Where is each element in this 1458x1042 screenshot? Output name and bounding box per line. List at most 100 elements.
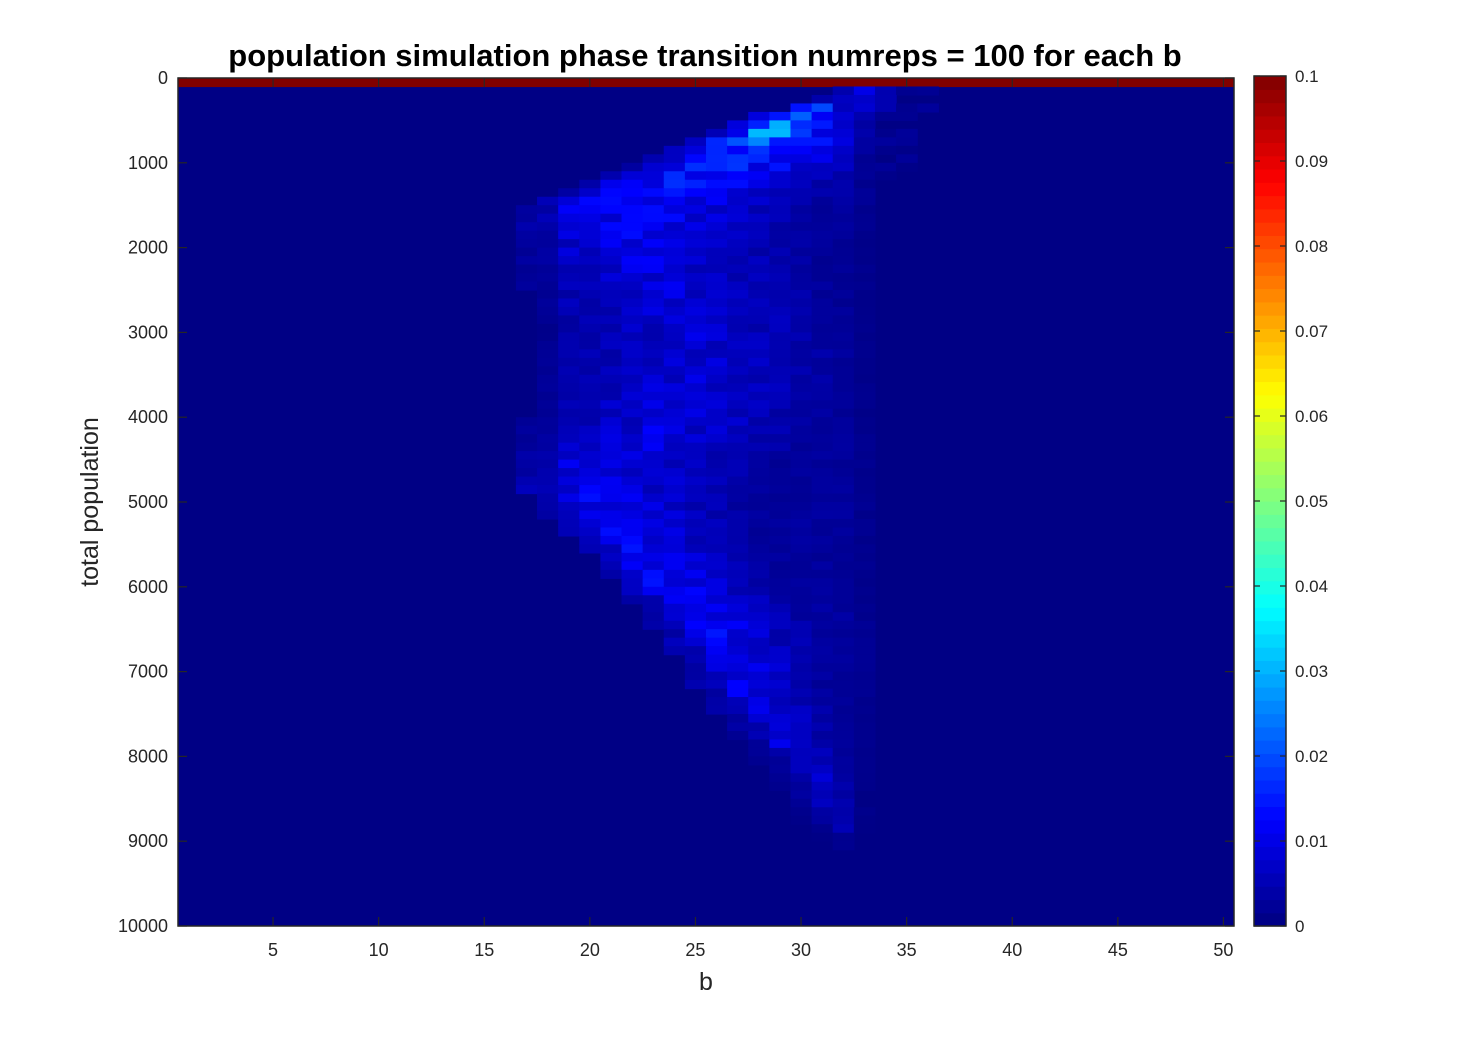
heatmap-cell xyxy=(811,281,834,291)
heatmap-cell xyxy=(642,620,665,630)
heatmap-cell xyxy=(663,544,686,554)
heatmap-cell xyxy=(853,815,876,825)
heatmap-cell xyxy=(769,145,792,155)
heatmap-cell xyxy=(811,222,834,232)
heatmap-cell xyxy=(621,476,644,486)
heatmap-cell xyxy=(811,154,834,164)
colorbar-gradient xyxy=(1254,76,1286,927)
heatmap-cell xyxy=(663,510,686,520)
heatmap-cell xyxy=(684,586,707,596)
heatmap-cell xyxy=(748,111,770,121)
heatmap-cell xyxy=(579,408,601,418)
heatmap-cell xyxy=(769,188,792,198)
heatmap-cell xyxy=(621,256,644,266)
heatmap-cell xyxy=(621,374,644,384)
heatmap-cell xyxy=(790,747,813,757)
heatmap-cell xyxy=(832,730,855,741)
heatmap-cell xyxy=(769,171,792,181)
heatmap-cell xyxy=(558,510,580,520)
heatmap-cell xyxy=(663,459,686,469)
heatmap-cell xyxy=(600,188,623,198)
heatmap-cell xyxy=(579,485,601,495)
heatmap-cell xyxy=(832,137,855,147)
heatmap-cell xyxy=(579,222,601,232)
colorbar-band xyxy=(1254,514,1286,529)
heatmap-cell xyxy=(769,739,792,749)
heatmap-cell xyxy=(811,578,834,588)
heatmap-cell xyxy=(790,493,813,503)
heatmap-cell xyxy=(727,391,749,401)
heatmap-cell xyxy=(684,544,707,554)
heatmap-cell xyxy=(748,476,770,486)
heatmap-cell xyxy=(769,620,792,630)
heatmap-cell xyxy=(579,281,601,291)
heatmap-cell xyxy=(853,493,876,503)
heatmap-cell xyxy=(853,781,876,791)
heatmap-cell xyxy=(853,230,876,240)
colorbar-band xyxy=(1254,434,1286,449)
heatmap-cell xyxy=(600,510,623,520)
x-tick-label: 50 xyxy=(1213,940,1233,960)
heatmap-cell xyxy=(558,391,580,401)
heatmap-cell xyxy=(790,620,813,630)
heatmap-cell xyxy=(832,332,855,342)
heatmap-cell xyxy=(853,290,876,300)
heatmap-cell xyxy=(832,230,855,240)
colorbar-tick-label: 0.05 xyxy=(1295,492,1328,511)
heatmap-cell xyxy=(558,332,580,342)
heatmap-cell xyxy=(621,239,644,249)
heatmap-cell xyxy=(600,561,623,571)
heatmap-cell xyxy=(706,586,728,596)
heatmap-cell xyxy=(600,205,623,215)
heatmap-cell xyxy=(537,332,559,342)
heatmap-cell xyxy=(790,425,813,435)
heatmap-cell xyxy=(811,425,834,435)
colorbar-band xyxy=(1254,208,1286,223)
heatmap-cell xyxy=(811,357,834,367)
heatmap-cell xyxy=(853,510,876,520)
heatmap-cell xyxy=(748,459,770,469)
chart-title: population simulation phase transition n… xyxy=(228,38,1181,73)
heatmap-cell xyxy=(727,595,749,605)
heatmap-cell xyxy=(600,332,623,342)
colorbar-band xyxy=(1254,89,1286,104)
heatmap-cell xyxy=(558,374,580,384)
heatmap-cell xyxy=(832,196,855,206)
heatmap-cell xyxy=(790,154,813,164)
heatmap-cell xyxy=(727,629,749,639)
heatmap-cell xyxy=(832,756,855,766)
heatmap-cell xyxy=(684,213,707,223)
heatmap-cell xyxy=(727,485,749,495)
heatmap-cell xyxy=(769,680,792,690)
heatmap-cell xyxy=(621,510,644,520)
heatmap-cell xyxy=(790,764,813,774)
heatmap-cell xyxy=(600,442,623,452)
heatmap-cell xyxy=(727,688,749,698)
heatmap-cell xyxy=(727,188,749,198)
colorbar-band xyxy=(1254,859,1286,874)
heatmap-cell xyxy=(684,654,707,664)
heatmap-cell xyxy=(790,535,813,545)
heatmap-cell xyxy=(706,476,728,486)
heatmap-cell xyxy=(727,451,749,461)
heatmap-cell xyxy=(515,459,538,469)
heatmap-cell xyxy=(621,264,644,274)
heatmap-cell xyxy=(832,459,855,469)
heatmap-cell xyxy=(621,222,644,232)
heatmap-cell xyxy=(642,264,665,274)
heatmap-cell xyxy=(853,400,876,410)
heatmap-cell xyxy=(748,128,770,138)
heatmap-cell xyxy=(853,162,876,172)
heatmap-cell xyxy=(579,332,601,342)
heatmap-cell xyxy=(600,502,623,512)
heatmap-cell xyxy=(684,332,707,342)
heatmap-cell xyxy=(537,196,559,206)
heatmap-cell xyxy=(684,179,707,189)
heatmap-cell xyxy=(769,646,792,656)
heatmap-cell xyxy=(621,451,644,461)
heatmap-cell xyxy=(684,425,707,435)
heatmap-cell xyxy=(684,273,707,283)
heatmap-cell xyxy=(600,451,623,461)
heatmap-cell xyxy=(600,391,623,401)
heatmap-cell xyxy=(748,485,770,495)
